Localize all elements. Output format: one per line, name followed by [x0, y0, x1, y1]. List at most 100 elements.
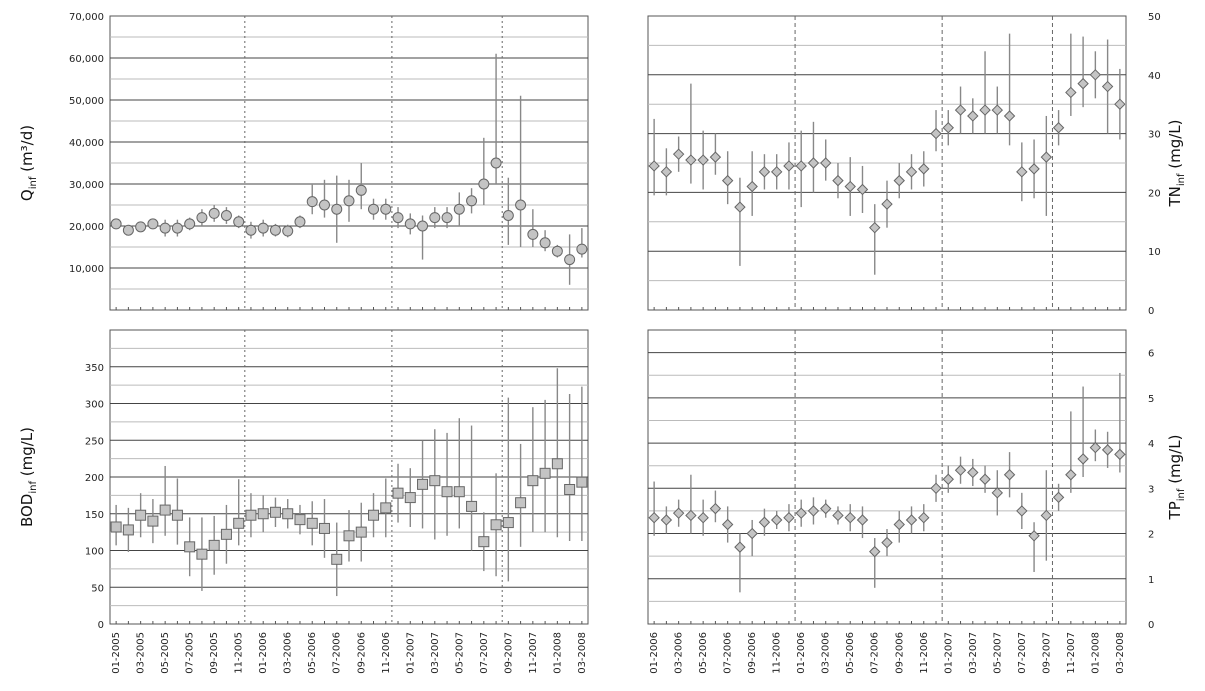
plot-frame-tp [647, 329, 1127, 625]
x-tick-label: 01-2006 [649, 632, 660, 674]
data-point [918, 512, 930, 524]
data-point [135, 509, 147, 521]
data-point [881, 536, 893, 549]
data-point [1101, 444, 1114, 456]
x-tick-label: 09-2007 [503, 632, 514, 674]
data-point [269, 506, 281, 518]
data-point [758, 516, 771, 528]
y-tick-label: 40,000 [69, 138, 104, 149]
y-tick-label: 5 [1148, 394, 1154, 405]
data-point [269, 224, 281, 236]
data-point [355, 526, 367, 538]
period-separators-bod [244, 330, 503, 624]
x-tick-label: 01-2005 [111, 632, 122, 674]
y-tick-label: 60,000 [69, 54, 104, 65]
data-point [404, 218, 416, 230]
data-point [110, 521, 122, 533]
data-point [844, 512, 856, 524]
y-tick-label: 30,000 [69, 180, 104, 191]
data-point [1114, 98, 1126, 110]
x-tick-label: 07-2007 [1017, 632, 1028, 674]
x-tick-label: 09-2006 [747, 632, 758, 674]
x-ticks-q [115, 307, 583, 310]
data-point [490, 519, 502, 531]
panel-tp: 0 1 2 3 4 5 6 01-2006 03-2006 05-2006 07-2006 09-2… [647, 329, 1187, 674]
y-ticks-tn: 0 10 20 30 40 50 [1148, 12, 1161, 317]
x-tick-label: 11-2006 [919, 632, 930, 674]
data-point [404, 492, 416, 504]
y-axis-label-q: Qinf (m³/d) [18, 125, 39, 201]
data-point [709, 502, 722, 515]
data-point [1101, 80, 1114, 93]
data-point [380, 203, 392, 215]
x-tick-label: 01-2006 [258, 632, 269, 674]
x-tick-label: 11-2007 [528, 632, 539, 674]
data-point [453, 203, 465, 215]
x-tick-label: 03-2007 [430, 632, 441, 674]
data-point [734, 201, 746, 213]
x-tick-label: 05-2006 [307, 632, 318, 674]
data-point [417, 220, 429, 232]
y-tick-label: 350 [85, 363, 104, 374]
gridlines-tp [648, 352, 1126, 602]
y-tick-label: 10 [1148, 247, 1161, 258]
data-point [979, 473, 991, 485]
data-point [233, 216, 245, 228]
data-point [930, 127, 942, 140]
data-point [294, 514, 306, 526]
x-tick-label: 07-2006 [332, 632, 343, 674]
data-point [1077, 453, 1089, 465]
x-tick-label: 07-2005 [185, 632, 196, 674]
x-tick-label: 11-2006 [772, 632, 783, 674]
data-point [551, 458, 563, 470]
y-tick-label: 50 [1148, 12, 1161, 23]
data-point [746, 527, 758, 540]
period-separators-tp [794, 330, 1053, 624]
data-point [245, 224, 257, 236]
x-tick-label: 01-2008 [552, 632, 563, 674]
x-tick-label: 07-2006 [723, 632, 734, 674]
data-point [147, 218, 159, 230]
data-point [429, 212, 441, 224]
data-point [184, 218, 196, 230]
x-tick-label: 01-2007 [943, 632, 954, 674]
x-tick-label: 03-2006 [821, 632, 832, 674]
data-point [147, 515, 159, 527]
data-point [758, 166, 771, 178]
data-point [881, 198, 893, 210]
data-point [527, 475, 539, 487]
y-tick-label: 1 [1148, 575, 1154, 586]
data-point [991, 487, 1004, 499]
x-tick-label: 05-2005 [160, 632, 171, 674]
data-point [954, 464, 967, 476]
error-bars-tn [653, 33, 1121, 275]
y-tick-label: 50,000 [69, 96, 104, 107]
y-tick-label: 150 [85, 510, 104, 521]
y-tick-label: 10,000 [69, 264, 104, 275]
y-tick-label: 0 [98, 620, 104, 631]
data-point [110, 218, 122, 230]
data-point [820, 502, 832, 515]
data-point [478, 536, 490, 548]
y-tick-label: 70,000 [69, 12, 104, 23]
data-point [233, 517, 245, 529]
panel-tn: 0 10 20 30 40 50 TNinf (mg/L) [647, 12, 1187, 317]
data-point [967, 110, 979, 122]
y-ticks-q: 10,000 20,000 30,000 40,000 50,000 60,000 70,0… [69, 12, 104, 275]
data-point [770, 166, 783, 178]
data-point [856, 183, 869, 196]
x-tick-label: 03-2008 [1115, 632, 1126, 674]
data-point [453, 486, 465, 498]
data-point [306, 196, 318, 208]
y-tick-label: 200 [85, 473, 104, 484]
period-separators-q [244, 16, 503, 310]
data-point [807, 157, 820, 169]
y-tick-label: 4 [1148, 439, 1154, 450]
data-point [1040, 509, 1053, 522]
y-tick-label: 3 [1148, 484, 1154, 495]
data-point [1052, 491, 1065, 504]
data-point [392, 212, 404, 224]
x-tick-label: 07-2007 [479, 632, 490, 674]
data-point [1003, 469, 1016, 481]
